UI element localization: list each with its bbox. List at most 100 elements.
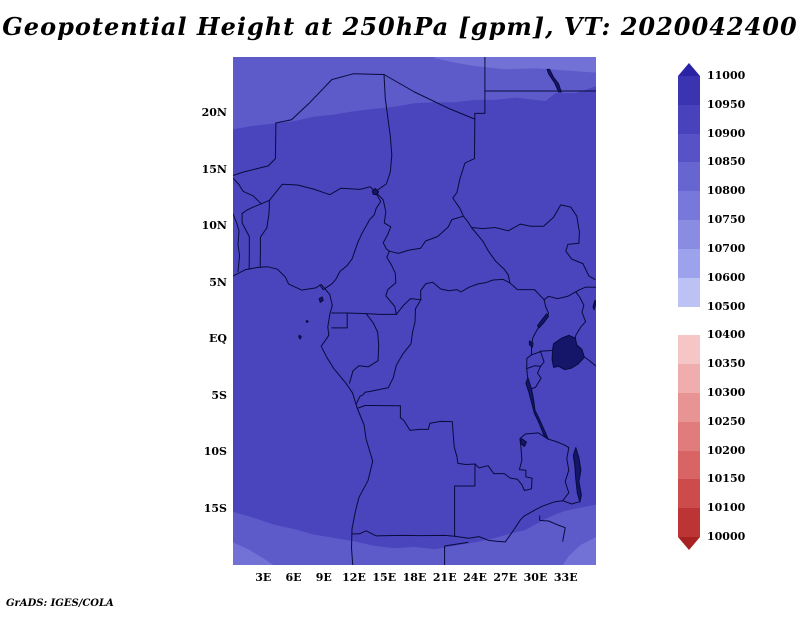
colorbar-label: 10900 xyxy=(707,126,746,140)
border-chad-sudan xyxy=(452,118,476,217)
x-axis-label: 24E xyxy=(463,571,487,584)
grads-attribution: GrADS: IGES/COLA xyxy=(6,598,114,609)
colorbar-label: 10150 xyxy=(707,472,746,486)
y-axis-label: 10N xyxy=(201,219,227,233)
border-namibia-botswana xyxy=(444,541,469,565)
colorbar-label: 10950 xyxy=(707,97,746,111)
bioko-island xyxy=(318,296,324,303)
lake-malawi xyxy=(572,447,582,503)
colorbar-band xyxy=(678,248,700,278)
x-axis-label: 9E xyxy=(315,571,332,584)
principe-island xyxy=(305,320,309,323)
lake-victoria xyxy=(551,334,585,371)
border-malawi-mozambique xyxy=(562,500,581,505)
border-car-congo xyxy=(395,298,422,315)
border-uganda-kenya xyxy=(574,291,587,339)
colorbar-label: 10800 xyxy=(707,184,746,198)
colorbar-band xyxy=(678,191,700,221)
colorbar-label: 10700 xyxy=(707,241,746,255)
lake-albert xyxy=(537,313,550,329)
colorbar-bands xyxy=(678,76,700,537)
border-uganda-south-sudan xyxy=(543,291,577,301)
colorbar-arrow-top xyxy=(678,63,700,76)
colorbar-label: 10350 xyxy=(707,357,746,371)
border-burundi-tanzania xyxy=(528,365,542,390)
colorbar-label: 10850 xyxy=(707,155,746,169)
colorbar-label: 10100 xyxy=(707,501,746,515)
colorbar-band xyxy=(678,220,700,249)
colorbar-label: 10000 xyxy=(707,530,746,543)
border-niger-benin xyxy=(260,199,270,205)
border-benin-nigeria xyxy=(259,199,270,268)
lake-chad xyxy=(371,188,380,196)
y-axis-label: EQ xyxy=(209,332,227,346)
border-algeria-niger xyxy=(275,73,354,124)
colorbar-band xyxy=(678,479,700,509)
colorbar-band xyxy=(678,450,700,480)
colorbar-band xyxy=(678,104,700,134)
colorbar-band xyxy=(678,277,700,307)
border-rwanda-drc-burundi xyxy=(526,354,532,378)
colorbar-band xyxy=(678,392,700,422)
colorbar-band xyxy=(678,335,700,365)
y-axis-label: 20N xyxy=(201,106,227,120)
y-axis-label: 5S xyxy=(211,388,227,402)
border-congo-drc xyxy=(355,299,422,405)
contour-region-north-low-band xyxy=(233,57,596,130)
contour-region-south-low-band xyxy=(233,504,596,565)
colorbar-band xyxy=(678,364,700,393)
colorbar-band xyxy=(678,162,700,192)
border-burkina-niger xyxy=(233,177,262,205)
x-axis-label: 3E xyxy=(255,571,272,584)
border-kenya-south-sudan xyxy=(575,286,596,293)
sao-tome-island xyxy=(298,334,302,340)
x-axis-label: 21E xyxy=(432,571,457,584)
y-axis-label: 15S xyxy=(203,501,227,515)
lake-nasser xyxy=(546,68,562,93)
border-zambia-zimbabwe xyxy=(454,515,525,543)
colorbar-label: 10400 xyxy=(707,328,746,342)
border-libya-niger xyxy=(353,73,385,75)
colorbar-band xyxy=(678,306,700,336)
border-eq-guinea xyxy=(331,312,348,329)
border-niger-chad xyxy=(374,74,393,193)
y-axis-label: 10S xyxy=(203,445,227,459)
border-uganda-tanzania xyxy=(539,350,553,352)
x-axis-label: 18E xyxy=(402,571,427,584)
colorbar xyxy=(678,63,700,550)
x-axis-label: 6E xyxy=(285,571,302,584)
border-libya-sudan xyxy=(474,90,486,120)
border-sudan-south-sudan xyxy=(471,204,578,232)
coastline-atlantic xyxy=(233,266,374,565)
contour-region-southeast-corner xyxy=(562,537,596,565)
colorbar-band xyxy=(678,508,700,537)
border-mali-niger xyxy=(233,122,277,176)
border-car-south-sudan xyxy=(471,227,511,284)
x-axis-label: 15E xyxy=(372,571,397,584)
border-sudan-ethiopia xyxy=(565,215,596,280)
border-rwanda xyxy=(526,351,545,370)
x-axis-label: 12E xyxy=(342,571,366,584)
y-axis-label: 15N xyxy=(201,162,227,176)
lake-turkana xyxy=(592,299,596,311)
contour-region-north-lower-sliver xyxy=(434,57,596,73)
border-libya-chad xyxy=(383,74,476,120)
colorbar-label: 10300 xyxy=(707,385,746,399)
contour-region-southwest-corner xyxy=(233,542,274,565)
border-chad-cameroon xyxy=(374,191,392,252)
border-ghana-togo xyxy=(233,213,241,272)
colorbar-label: 10600 xyxy=(707,270,746,284)
border-car-chad xyxy=(388,215,464,254)
colorbar-label: 10250 xyxy=(707,414,746,428)
lake-mweru xyxy=(519,438,527,447)
x-axis-label: 30E xyxy=(523,571,548,584)
colorbar-band xyxy=(678,133,700,163)
x-axis-label: 27E xyxy=(493,571,518,584)
border-angola-drc xyxy=(357,405,476,465)
border-car-cameroon xyxy=(385,250,397,315)
lake-edward xyxy=(528,340,534,348)
border-niger-nigeria xyxy=(268,183,376,201)
border-malawi-zambia xyxy=(562,444,570,502)
border-zambia-mozambique xyxy=(523,500,564,517)
